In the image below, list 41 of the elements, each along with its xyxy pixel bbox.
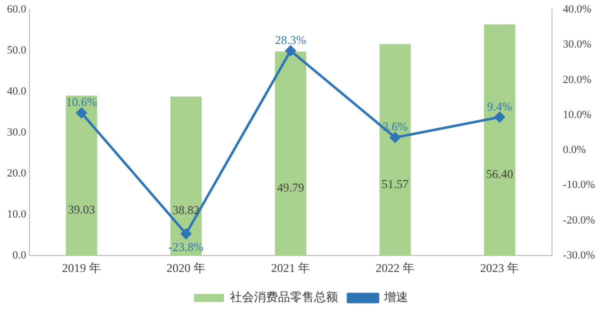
point	[285, 45, 296, 56]
y2-tick-label: -30.0%	[562, 249, 595, 262]
legend-label: 社会消费品零售总额	[230, 290, 338, 304]
data-label: 39.03	[68, 202, 96, 217]
x-tick-label: 2023 年	[480, 260, 520, 275]
data-label: 38.82	[172, 203, 200, 218]
y2-tick-label: 20.0%	[562, 74, 592, 86]
data-label: 51.57	[382, 177, 409, 192]
bar	[379, 44, 411, 256]
data-label: 3.6%	[382, 120, 408, 134]
x-tick-label: 2022 年	[376, 260, 415, 275]
data-label: 56.40	[486, 167, 514, 182]
point	[76, 108, 87, 118]
y-tick-label: 40.0	[7, 85, 27, 98]
y-tick-label: 10.0	[7, 208, 27, 220]
y-tick-label: 20.0	[7, 167, 27, 180]
y2-tick-label: 30.0%	[562, 38, 592, 51]
data-label: 28.3%	[275, 32, 306, 47]
y-tick-label: 60.0	[7, 3, 27, 16]
point	[494, 112, 505, 122]
bar	[274, 51, 306, 256]
y-tick-label: 0.0	[12, 249, 27, 262]
bar	[484, 24, 516, 256]
y-tick-label: 30.0	[7, 126, 27, 138]
x-tick-label: 2020 年	[166, 260, 206, 275]
bar	[66, 96, 98, 256]
bar	[170, 96, 202, 256]
y2-tick-label: 40.0%	[562, 3, 592, 16]
point	[390, 132, 400, 143]
legend-label: 增速	[383, 290, 408, 304]
data-label: 49.79	[277, 180, 304, 195]
data-label: 10.6%	[66, 95, 98, 110]
y2-tick-label: -20.0%	[562, 214, 595, 226]
y2-tick-label: 10.0%	[562, 108, 592, 121]
y-tick-label: 50.0	[7, 44, 27, 56]
point	[180, 228, 192, 240]
y2-tick-label: -10.0%	[562, 179, 595, 192]
data-label: 9.4%	[487, 99, 512, 114]
x-tick-label: 2019 年	[62, 260, 102, 275]
x-tick-label: 2021 年	[271, 260, 310, 275]
y2-tick-label: 0.0%	[562, 144, 586, 156]
